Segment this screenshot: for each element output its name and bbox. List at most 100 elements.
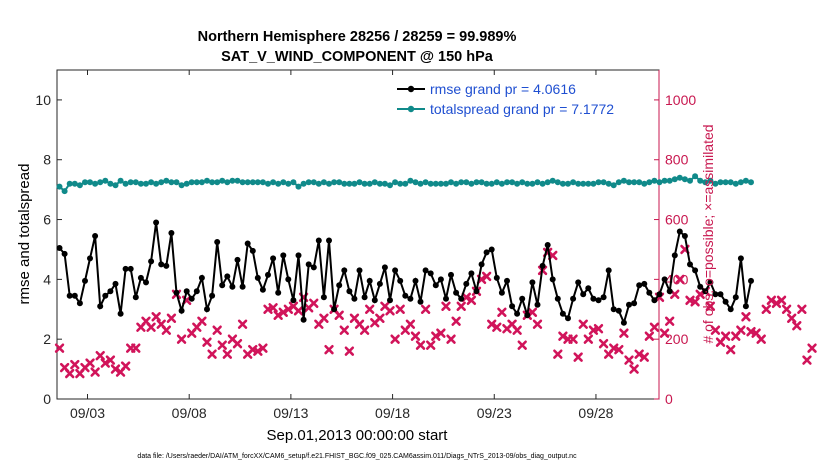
totalspread-point [412, 179, 419, 186]
totalspread-point [204, 177, 210, 184]
rmse-point [127, 265, 134, 272]
rmse-point [585, 285, 592, 292]
totalspread-point [493, 179, 500, 186]
rmse-point [224, 273, 231, 280]
rmse-point [107, 288, 114, 295]
obs-marker [787, 313, 797, 323]
totalspread-point [651, 177, 658, 184]
totalspread-point [631, 179, 638, 186]
rmse-point [376, 280, 383, 287]
rmse-point [641, 280, 648, 287]
totalspread-point [92, 180, 99, 187]
obs-marker [487, 319, 497, 329]
rmse-point [158, 261, 165, 268]
data-file-footnote: data file: /Users/raeder/DAI/ATM_forcXX/… [137, 453, 577, 460]
x-axis: 09/03 09/08 09/13 09/18 09/23 09/28 [70, 70, 614, 421]
x-tick-label: 09/08 [172, 405, 207, 421]
rmse-point [549, 276, 556, 283]
rmse-point [331, 306, 338, 313]
rmse-point [66, 292, 73, 299]
rmse-point [300, 316, 307, 323]
rmse-point [381, 264, 388, 271]
totalspread-point [102, 177, 109, 184]
obs-marker [90, 367, 100, 377]
obs-marker [705, 301, 716, 311]
obs-marker [268, 303, 278, 313]
rmse-point [692, 267, 699, 274]
obs-marker [344, 346, 355, 356]
totalspread-point [87, 179, 93, 186]
obs-marker [105, 355, 116, 365]
totalspread-point [590, 180, 597, 187]
totalspread-point [504, 179, 510, 186]
totalspread-point [188, 179, 195, 186]
obs-marker [166, 313, 177, 323]
obs-marker [151, 312, 161, 322]
rmse-point [168, 230, 175, 236]
totalspread-point [249, 179, 256, 186]
totalspread-point [692, 173, 699, 180]
rmse-point [285, 276, 292, 283]
obs-marker [456, 301, 466, 311]
rmse-point [214, 239, 221, 245]
rmse-point [671, 252, 678, 259]
totalspread-point [178, 182, 185, 189]
totalspread-point [600, 179, 607, 186]
totalspread-point [244, 179, 251, 186]
rmse-point [453, 289, 460, 296]
totalspread-point [198, 179, 205, 186]
obs-marker [649, 322, 660, 332]
obs-marker [497, 307, 507, 317]
rmse-point [178, 307, 185, 314]
obs-marker [436, 328, 446, 338]
rmse-point [570, 295, 577, 302]
rmse-point [239, 283, 246, 290]
totalspread-point [356, 179, 363, 186]
totalspread-point [437, 180, 444, 187]
totalspread-point [615, 179, 622, 186]
obs-marker [771, 298, 782, 308]
obs-marker [797, 304, 807, 314]
totalspread-point [219, 177, 226, 184]
rmse-point [666, 288, 673, 295]
rmse-point [509, 303, 516, 310]
totalspread-point [585, 180, 592, 187]
obs-marker [807, 343, 817, 353]
obs-marker [568, 334, 578, 344]
totalspread-point [519, 179, 526, 186]
totalspread-point [61, 188, 68, 195]
obs-marker [70, 359, 80, 370]
rmse-point [504, 277, 510, 284]
obs-marker [100, 358, 111, 368]
totalspread-point [137, 180, 144, 187]
rmse-point [534, 301, 541, 308]
chart-title-line1: Northern Hemisphere 28256 / 28259 = 99.9… [198, 29, 517, 45]
totalspread-point [498, 180, 505, 187]
obs-marker [375, 313, 385, 323]
rmse-point [193, 288, 200, 295]
rmse-point [595, 297, 602, 304]
obs-marker [222, 349, 233, 359]
rmse-point [82, 277, 88, 284]
obs-marker [273, 310, 283, 320]
rmse-point [707, 279, 714, 286]
rmse-point [259, 286, 266, 293]
rmse-point [275, 289, 282, 296]
totalspread-point [361, 180, 368, 187]
obs-marker [131, 343, 141, 353]
obs-marker [110, 364, 121, 374]
rmse-point [417, 298, 424, 305]
rmse-point [681, 233, 688, 239]
obs-marker [319, 313, 329, 323]
y-tick-label-left: 10 [35, 92, 51, 108]
obs-marker [578, 319, 588, 329]
rmse-point [219, 282, 226, 289]
rmse-point [204, 306, 210, 313]
rmse-point [702, 288, 709, 295]
y-tick-label-left: 4 [43, 271, 51, 287]
obs-marker [614, 344, 624, 355]
rmse-point [488, 246, 495, 253]
totalspread-point [387, 182, 393, 189]
x-tick-label: 09/18 [375, 405, 410, 421]
totalspread-point [310, 179, 317, 186]
